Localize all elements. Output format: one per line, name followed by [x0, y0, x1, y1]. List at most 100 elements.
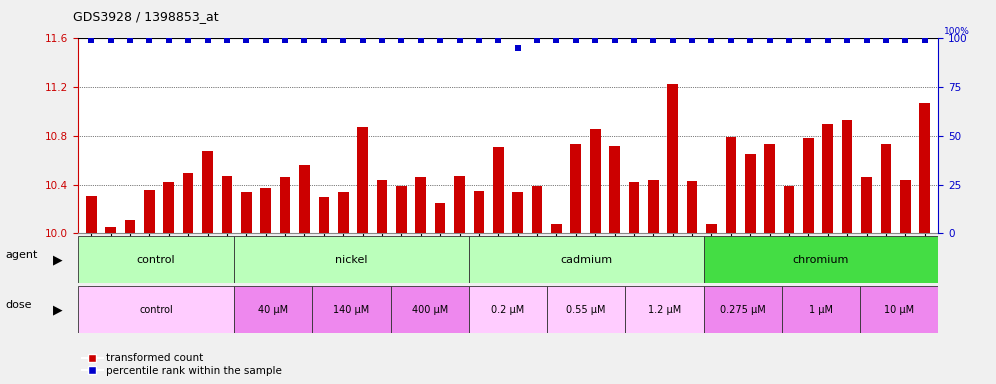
- Point: [355, 37, 371, 43]
- Bar: [124, 220, 135, 233]
- Text: 100%: 100%: [944, 26, 970, 36]
- Point: [840, 37, 856, 43]
- Point: [684, 37, 700, 43]
- Point: [180, 37, 196, 43]
- Point: [664, 37, 680, 43]
- Bar: [202, 151, 213, 233]
- Bar: [842, 120, 853, 233]
- Text: 140 μM: 140 μM: [334, 305, 370, 315]
- Bar: [299, 165, 310, 233]
- Bar: [703, 236, 938, 283]
- Text: ▶: ▶: [53, 253, 63, 266]
- Point: [607, 37, 622, 43]
- Point: [625, 37, 641, 43]
- Point: [336, 37, 352, 43]
- Bar: [880, 144, 891, 233]
- Point: [645, 37, 661, 43]
- Text: 400 μM: 400 μM: [411, 305, 448, 315]
- Bar: [469, 286, 547, 333]
- Bar: [376, 180, 387, 233]
- Point: [897, 37, 913, 43]
- Bar: [313, 286, 390, 333]
- Bar: [435, 203, 445, 233]
- Bar: [745, 154, 756, 233]
- Text: 0.2 μM: 0.2 μM: [491, 305, 525, 315]
- Bar: [78, 236, 234, 283]
- Bar: [390, 286, 469, 333]
- Bar: [163, 182, 174, 233]
- Point: [549, 37, 565, 43]
- Bar: [803, 138, 814, 233]
- Bar: [860, 286, 938, 333]
- Point: [742, 37, 758, 43]
- Bar: [493, 147, 504, 233]
- Text: cadmium: cadmium: [560, 255, 613, 265]
- Text: 1.2 μM: 1.2 μM: [647, 305, 681, 315]
- Text: 1 μM: 1 μM: [809, 305, 833, 315]
- Bar: [590, 129, 601, 233]
- Text: 40 μM: 40 μM: [258, 305, 288, 315]
- Point: [510, 45, 526, 51]
- Bar: [86, 196, 97, 233]
- Bar: [280, 177, 291, 233]
- Bar: [144, 190, 154, 233]
- Point: [123, 37, 138, 43]
- Text: dose: dose: [5, 300, 32, 310]
- Text: chromium: chromium: [793, 255, 849, 265]
- Point: [432, 37, 448, 43]
- Point: [160, 37, 176, 43]
- Text: ▶: ▶: [53, 303, 63, 316]
- Bar: [512, 192, 523, 233]
- Bar: [900, 180, 910, 233]
- Point: [877, 37, 893, 43]
- Point: [451, 37, 467, 43]
- Bar: [234, 286, 313, 333]
- Bar: [862, 177, 872, 233]
- Point: [781, 37, 797, 43]
- Bar: [648, 180, 658, 233]
- Bar: [532, 186, 543, 233]
- Point: [490, 37, 506, 43]
- Point: [529, 37, 545, 43]
- Bar: [667, 83, 678, 233]
- Bar: [358, 127, 368, 233]
- Bar: [234, 236, 469, 283]
- Bar: [183, 172, 193, 233]
- Point: [219, 37, 235, 43]
- Bar: [260, 189, 271, 233]
- Point: [723, 37, 739, 43]
- Point: [316, 37, 332, 43]
- Point: [103, 37, 119, 43]
- Point: [916, 37, 932, 43]
- Bar: [551, 224, 562, 233]
- Bar: [241, 192, 252, 233]
- Text: control: control: [139, 305, 172, 315]
- Bar: [784, 186, 795, 233]
- Bar: [106, 227, 116, 233]
- Point: [297, 37, 313, 43]
- Bar: [628, 182, 639, 233]
- Bar: [454, 176, 465, 233]
- Bar: [469, 236, 703, 283]
- Bar: [547, 286, 625, 333]
- Point: [801, 37, 817, 43]
- Point: [859, 37, 874, 43]
- Point: [471, 37, 487, 43]
- Bar: [473, 191, 484, 233]
- Bar: [706, 224, 717, 233]
- Point: [703, 37, 719, 43]
- Bar: [764, 144, 775, 233]
- Text: 10 μM: 10 μM: [884, 305, 914, 315]
- Bar: [625, 286, 703, 333]
- Text: nickel: nickel: [336, 255, 368, 265]
- Point: [199, 37, 215, 43]
- Point: [141, 37, 157, 43]
- Point: [412, 37, 428, 43]
- Point: [374, 37, 390, 43]
- Point: [277, 37, 293, 43]
- Point: [238, 37, 254, 43]
- Bar: [687, 181, 697, 233]
- Bar: [725, 137, 736, 233]
- Bar: [571, 144, 581, 233]
- Point: [258, 37, 274, 43]
